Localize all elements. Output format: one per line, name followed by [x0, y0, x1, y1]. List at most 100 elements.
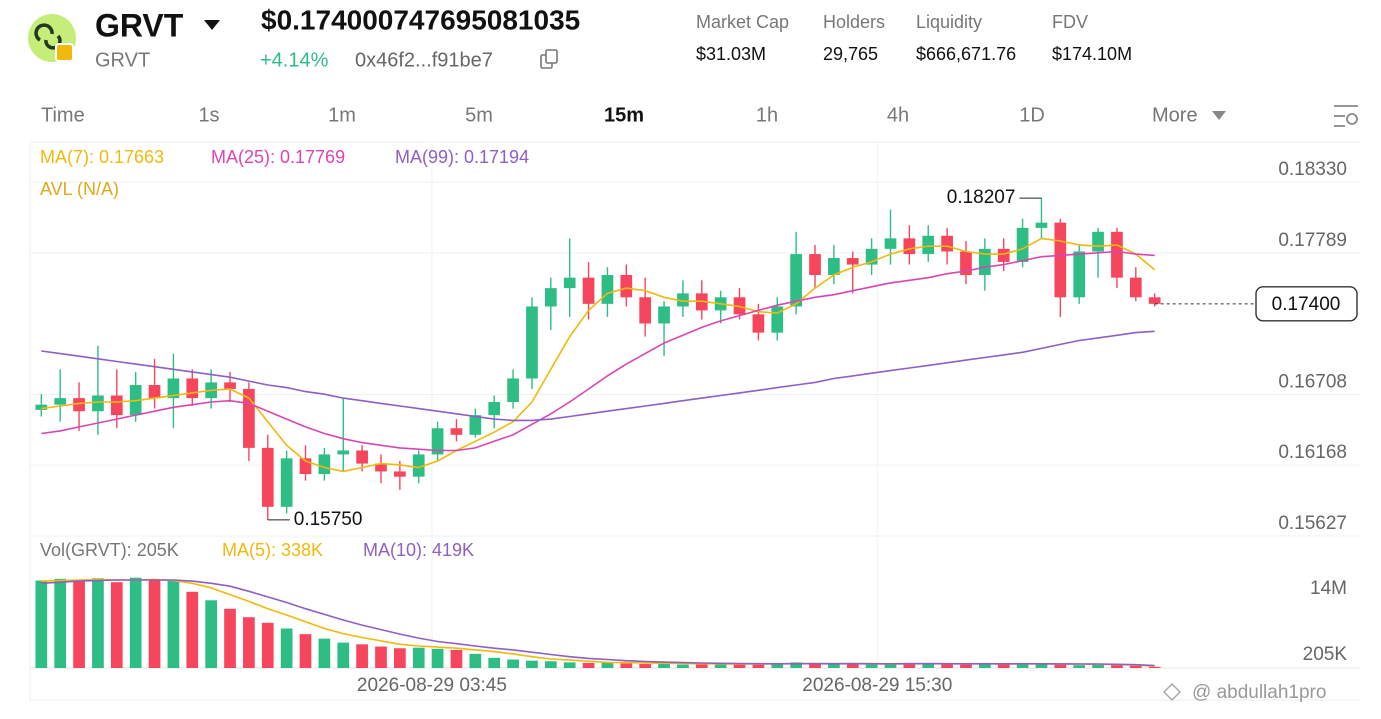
candle-body — [1092, 231, 1104, 252]
copy-icon[interactable] — [540, 49, 558, 69]
candle-body — [450, 428, 463, 435]
candle-body — [148, 385, 161, 399]
candle-body — [507, 378, 519, 403]
candle-body — [526, 306, 538, 379]
volume-bar — [73, 579, 85, 668]
volume-bar — [1148, 666, 1161, 668]
interval-tab[interactable]: Time — [41, 104, 85, 126]
y-tick-label: 0.16168 — [1278, 442, 1347, 463]
y-tick-label: 0.17789 — [1278, 230, 1347, 251]
candle-body — [846, 258, 859, 265]
x-tick-label: 2026-08-29 15:30 — [802, 675, 952, 696]
volume-bar — [299, 634, 312, 668]
volume-bar — [526, 660, 538, 668]
legend: MA(7): 0.17663 MA(25): 0.17769 MA(99): 0.1… — [40, 147, 529, 167]
candle-body — [601, 275, 614, 304]
candle-body — [544, 288, 557, 307]
legend-entry: MA(99): 0.17194 — [395, 147, 529, 167]
candle-body — [809, 254, 821, 276]
volume-bar — [261, 622, 274, 668]
volume-bar — [997, 664, 1010, 668]
candle-body — [1148, 297, 1161, 304]
volume-bar — [714, 663, 727, 668]
candle-body — [828, 258, 840, 276]
volume-bar — [790, 662, 802, 668]
interval-tab[interactable]: 15m — [604, 104, 644, 126]
candle-body — [167, 378, 180, 399]
candle-body — [356, 450, 368, 464]
annotation-label: 0.15750 — [294, 509, 363, 530]
candle-body — [997, 248, 1010, 262]
volume-bar — [337, 642, 350, 668]
volume-bar — [280, 628, 293, 668]
more-caret[interactable] — [1212, 111, 1226, 120]
current-price-box — [1255, 286, 1358, 322]
stat-value: $174.10M — [1052, 44, 1132, 64]
volume-bar — [318, 638, 331, 668]
interval-tab[interactable]: 1m — [328, 104, 356, 126]
volume-tick-label: 14M — [1310, 578, 1347, 599]
candle-body — [677, 293, 689, 307]
volume-bar — [167, 580, 180, 668]
interval-tab[interactable]: 1h — [756, 104, 778, 126]
interval-tab[interactable]: More — [1152, 104, 1198, 126]
volume-bar — [375, 646, 387, 668]
candle-body — [563, 277, 576, 289]
volume-bar — [1035, 663, 1048, 668]
candle-body — [771, 306, 784, 333]
volume-bar — [356, 644, 368, 668]
volume-bar — [412, 647, 425, 668]
interval-tab[interactable]: 5m — [465, 104, 493, 126]
legend-entry: MA(25): 0.17769 — [211, 147, 345, 167]
candle-body — [299, 458, 312, 475]
volume-bar — [639, 664, 652, 668]
candle-body — [903, 238, 916, 255]
volume-bar — [148, 579, 161, 668]
candle-body — [1111, 231, 1123, 278]
plot: 0.18207 0.15750 0.17400 205K — [35, 187, 1358, 668]
candle-body — [1016, 227, 1029, 262]
volume-bar — [1016, 662, 1029, 668]
stat-value: $31.03M — [696, 44, 766, 64]
volume-bar — [809, 663, 821, 668]
volume-bar — [620, 663, 633, 668]
volume-bar — [771, 662, 784, 668]
candle-body — [582, 277, 595, 304]
current-volume-label: 205K — [1303, 644, 1348, 665]
candle-body — [658, 306, 670, 324]
volume-bar — [110, 582, 123, 668]
candle-body — [941, 235, 953, 252]
candle-body — [110, 395, 123, 416]
token-dropdown[interactable] — [204, 20, 220, 30]
candle-body — [35, 404, 48, 410]
interval-tab[interactable]: 4h — [887, 104, 909, 126]
ma-line — [41, 250, 1155, 452]
interval-tab[interactable]: 1s — [198, 104, 219, 126]
volume-bar — [1111, 665, 1123, 668]
ma-line — [41, 330, 1155, 422]
interval-tab[interactable]: 1D — [1019, 104, 1045, 126]
chart-settings[interactable] — [1334, 105, 1358, 127]
candle-body — [186, 378, 199, 399]
volume-bar — [205, 600, 218, 668]
price: $0.174000747695081035 — [261, 4, 580, 35]
volume-bar — [488, 657, 501, 668]
y-tick-label: 0.16708 — [1278, 371, 1347, 392]
token-name[interactable]: GRVT — [95, 7, 184, 43]
price-change: +4.14% — [260, 49, 329, 71]
candle-body — [431, 428, 444, 455]
volume-legend-entry: Vol(GRVT): 205K — [40, 540, 179, 560]
token-symbol: GRVT — [95, 49, 150, 71]
volume-bar — [752, 664, 765, 668]
volume-bar — [846, 663, 859, 668]
volume-bar — [582, 662, 595, 668]
volume-bar — [658, 663, 670, 668]
chain-badge — [55, 43, 74, 62]
candle-body — [639, 297, 652, 324]
candle-body — [978, 248, 991, 276]
volume-bar — [431, 648, 444, 668]
volume-bar — [922, 663, 935, 668]
volume-bar — [1092, 664, 1104, 668]
volume-bar — [186, 591, 199, 668]
